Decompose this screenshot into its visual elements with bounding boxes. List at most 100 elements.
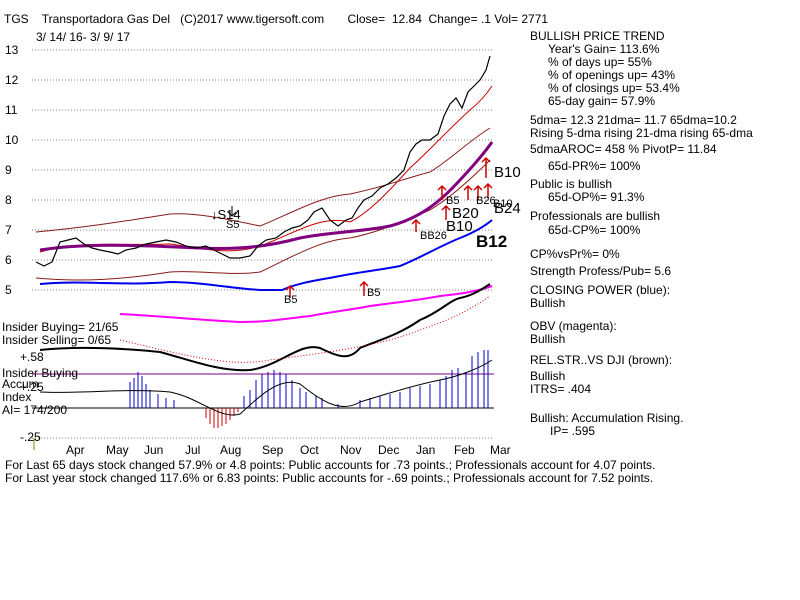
stat-public: Public is bullish [530,177,613,191]
vol-label: Vol= [494,12,518,26]
itrs-value: ITRS= .404 [530,382,592,396]
vol-value: 2771 [521,12,549,26]
close-label: Close= [347,12,386,26]
closing-power-line [39,219,493,291]
stat-cp-vs-pr: CP%vsPr%= 0% [530,247,620,261]
signal-b10-top: B10 [494,164,521,181]
closing-power-title: CLOSING POWER (blue): [530,283,671,297]
y-tick-9: 9 [5,163,12,177]
y-tick-10: 10 [5,133,19,147]
signal-bb26: BB26 [420,230,447,242]
signal-b26-feb: B26 [476,195,496,207]
y-tick-6: 6 [5,253,12,267]
arrow-b5-nov [359,280,369,296]
x-tick-may: May [106,443,129,457]
trend-title: BULLISH PRICE TREND [530,29,665,43]
footer-line-2: For Last year stock changed 117.6% or 6.… [5,471,654,485]
accum-summary: Bullish: Accumulation Rising. [530,411,684,425]
stat-year-gain: Year's Gain= 113.6% [548,42,660,56]
arrow-b26-feb [473,184,483,200]
signal-s5: S5 [226,219,240,231]
x-tick-sep: Sep [262,443,284,457]
arrow-b24 [483,182,493,198]
price-bars [35,55,491,267]
y-tick-13: 13 [5,43,19,57]
gridlines [32,49,494,291]
ai-value: AI= 174/200 [2,403,68,417]
x-tick-aug: Aug [220,443,242,457]
stock-chart [32,49,494,450]
insider-selling: Insider Selling= 0/65 [2,333,112,347]
arrow-b10-feb [463,184,473,200]
signal-b5-nov: B5 [367,287,381,299]
arrow-b5-jan [437,184,447,200]
index-label: Index [2,390,32,404]
signal-b10-jan: B10 [446,218,473,235]
stat-dmas: 5dma= 12.3 21dma= 11.7 65dma=10.2 [530,113,737,127]
y-tick-5: 5 [5,283,12,297]
x-tick-feb: Feb [454,443,475,457]
relstr-line [39,283,491,372]
y-tick-7: 7 [5,223,12,237]
relstr-title: REL.STR..VS DJI (brown): [530,353,673,367]
stat-professionals: Professionals are bullish [530,209,661,223]
close-value: 12.84 [391,12,422,26]
x-tick-oct: Oct [300,443,319,457]
signal-b10-feb: B10 [493,198,513,210]
arrow-s14 [227,206,237,217]
insider-buying-label: Insider Buying [2,366,79,380]
stat-65d-pr: 65d-PR%= 100% [548,159,641,173]
signal-s14: ↓S14 [211,207,241,222]
x-tick-jun: Jun [144,443,164,457]
dma65-line [39,141,494,252]
accum-plus58: +.58 [20,350,44,364]
stat-65d-cp: 65d-CP%= 100% [548,223,641,237]
stat-65day-gain: 65-day gain= 57.9% [548,94,656,108]
obv-title: OBV (magenta): [530,319,617,333]
upper-band [35,127,491,233]
arrow-b5-sep [285,284,295,298]
y-tick-8: 8 [5,193,12,207]
signal-b5-sep: B5 [284,294,298,306]
relstr-ma-line [119,295,491,363]
company-name: Transportadora Gas Del [41,12,171,26]
x-tick-dec: Dec [378,443,400,457]
x-tick-nov: Nov [340,443,362,457]
x-tick-mar: Mar [490,443,511,457]
stat-65d-op: 65d-OP%= 91.3% [548,190,645,204]
stat-aroc: 5dmaAROC= 458 % PivotP= 11.84 [530,142,717,156]
x-tick-jan: Jan [416,443,436,457]
signal-s14-text: S14 [217,207,241,222]
buy-arrows [285,156,493,298]
obv-line [119,285,493,324]
ip-value: IP= .595 [550,424,596,438]
stat-closings-up: % of closings up= 53.4% [548,81,680,95]
arrow-b10-jan [411,218,421,232]
arrow-b10-top [481,156,491,178]
signal-b20: B20 [452,205,479,222]
change-value: .1 [480,12,491,26]
copyright: (C)2017 www.tigersoft.com [180,12,325,26]
accum-plus25: +.25 [20,380,44,394]
arrow-b20 [441,204,451,220]
header-line: TGS Transportadora Gas Del (C)2017 www.t… [4,12,548,26]
x-tick-jul: Jul [185,443,201,457]
signal-b24: B24 [494,200,521,217]
accum-bars-negative [205,408,239,428]
dma21-line [39,85,493,253]
obv-status: Bullish [530,332,566,346]
stat-rising-dmas: Rising 5-dma rising 21-dma rising 65-dma [530,126,753,140]
stat-strength: Strength Profess/Pub= 5.6 [530,264,672,278]
insider-buying: Insider Buying= 21/65 [2,320,119,334]
accum-ma-line [39,359,493,416]
accum-label: Accum [2,377,39,391]
lower-band [35,159,491,281]
relstr-status: Bullish [530,369,566,383]
date-range: 3/ 14/ 16- 3/ 9/ 17 [36,30,131,44]
closing-power-status: Bullish [530,296,566,310]
footer-line-1: For Last 65 days stock changed 57.9% or … [5,458,656,472]
y-tick-11: 11 [5,103,18,117]
x-tick-apr: Apr [66,443,85,457]
ticker: TGS [4,12,29,26]
stat-openings-up: % of openings up= 43% [548,68,676,82]
